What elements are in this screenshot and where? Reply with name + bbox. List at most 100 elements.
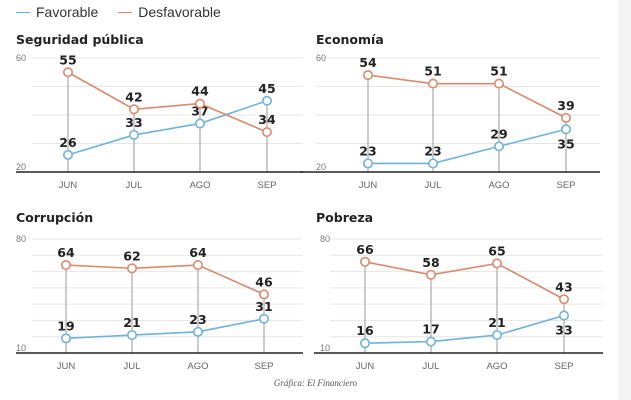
x-tick-label: JUN <box>359 180 378 191</box>
x-tick-label: SEP <box>556 180 575 191</box>
y-tick-label: 20 <box>16 162 26 172</box>
data-label-desfavorable: 58 <box>422 255 439 270</box>
data-point-desfavorable <box>127 263 138 274</box>
data-point-favorable <box>359 338 370 349</box>
data-point-desfavorable <box>60 260 71 271</box>
data-point-desfavorable <box>195 98 206 109</box>
y-tick-label: 80 <box>16 234 26 244</box>
data-point-desfavorable <box>362 70 373 81</box>
data-point-favorable <box>127 330 138 341</box>
chart-panel-0: Seguridad pública 60 20 JUN JUL AGO SEP 26 33 37 4… <box>16 32 303 191</box>
data-label-desfavorable: 34 <box>258 112 276 127</box>
data-label-favorable: 33 <box>555 323 572 338</box>
data-point-favorable <box>60 333 71 344</box>
data-label-favorable: 23 <box>359 143 376 158</box>
data-label-desfavorable: 44 <box>191 84 209 99</box>
x-tick-label: JUL <box>124 361 141 372</box>
data-label-favorable: 26 <box>59 135 77 150</box>
data-label-desfavorable: 65 <box>488 243 505 258</box>
data-label-favorable: 37 <box>191 104 208 119</box>
series-line-favorable <box>65 318 265 340</box>
data-point-favorable <box>362 158 373 169</box>
x-tick-label: JUN <box>59 180 78 191</box>
data-label-desfavorable: 42 <box>125 89 142 104</box>
data-point-desfavorable <box>493 78 504 89</box>
series-line-favorable <box>67 99 268 156</box>
data-point-favorable <box>195 118 206 129</box>
data-point-favorable <box>491 330 502 341</box>
chart-title: Seguridad pública <box>16 32 144 47</box>
legend-swatch-desfavorable <box>118 11 133 13</box>
data-label-favorable: 35 <box>557 136 574 151</box>
data-point-favorable <box>425 336 436 347</box>
chart-panel-1: Economía 60 20 JUN JUL AGO SEP 23 23 29 35 54 51 51 39 <box>300 32 600 191</box>
series-line-favorable <box>364 314 565 345</box>
data-label-desfavorable: 43 <box>555 279 572 294</box>
data-point-favorable <box>129 129 140 140</box>
data-point-desfavorable <box>425 269 436 280</box>
chart-panel-2: Corrupción 80 10 JUN JUL AGO SEP 19 21 23 31 64 62 64… <box>16 210 303 372</box>
series-line-desfavorable <box>364 261 565 300</box>
data-point-desfavorable <box>491 258 502 269</box>
chart-title: Pobreza <box>316 210 373 225</box>
data-point-favorable <box>558 310 569 321</box>
data-label-desfavorable: 39 <box>557 98 574 113</box>
data-label-desfavorable: 54 <box>359 55 377 70</box>
data-label-favorable: 31 <box>255 299 272 314</box>
x-tick-label: AGO <box>488 180 509 191</box>
data-label-favorable: 23 <box>189 312 206 327</box>
data-point-favorable <box>261 95 272 106</box>
chart-panel-3: Pobreza 80 10 JUN JUL AGO SEP 16 17 21 33 66 58 65 43 <box>314 210 603 372</box>
legend-label-favorable: Favorable <box>36 4 99 20</box>
data-label-desfavorable: 46 <box>255 274 273 289</box>
x-tick-label: AGO <box>486 361 507 372</box>
y-tick-label: 60 <box>16 53 26 63</box>
data-label-favorable: 17 <box>422 322 439 337</box>
x-tick-label: JUN <box>356 361 375 372</box>
data-point-favorable <box>560 124 571 135</box>
data-point-desfavorable <box>359 256 370 267</box>
source-caption: Gráfica: El Financiero <box>273 378 358 388</box>
data-label-favorable: 33 <box>125 115 142 130</box>
data-label-favorable: 23 <box>424 143 441 158</box>
data-point-favorable <box>427 158 438 169</box>
data-label-desfavorable: 51 <box>490 64 507 79</box>
series-line-desfavorable <box>67 71 268 133</box>
x-tick-label: SEP <box>257 180 276 191</box>
data-point-desfavorable <box>560 112 571 123</box>
data-label-favorable: 29 <box>490 126 507 141</box>
chart-title: Economía <box>316 32 384 47</box>
legend: Favorable Desfavorable <box>16 4 221 20</box>
legend-item-desfavorable: Desfavorable <box>118 4 221 20</box>
data-point-desfavorable <box>427 78 438 89</box>
series-line-desfavorable <box>65 264 265 296</box>
data-label-desfavorable: 64 <box>189 245 207 260</box>
series-line-desfavorable <box>367 74 567 119</box>
x-tick-label: JUN <box>57 361 76 372</box>
x-tick-label: SEP <box>554 361 573 372</box>
chart-title: Corrupción <box>16 210 93 225</box>
data-point-favorable <box>493 141 504 152</box>
data-point-favorable <box>193 326 204 337</box>
data-point-desfavorable <box>62 67 73 78</box>
x-tick-label: AGO <box>189 180 210 191</box>
y-tick-label: 80 <box>320 234 330 244</box>
x-tick-label: JUL <box>423 361 440 372</box>
data-label-favorable: 45 <box>258 81 275 96</box>
data-point-favorable <box>258 313 269 324</box>
data-point-desfavorable <box>129 104 140 115</box>
data-label-favorable: 21 <box>123 315 140 330</box>
data-point-desfavorable <box>193 260 204 271</box>
legend-item-favorable: Favorable <box>16 4 98 20</box>
series-line-favorable <box>368 128 567 165</box>
legend-swatch-favorable <box>16 11 30 13</box>
data-label-desfavorable: 55 <box>59 52 76 67</box>
data-point-favorable <box>62 149 73 160</box>
data-label-desfavorable: 62 <box>123 248 140 263</box>
data-label-favorable: 21 <box>488 315 505 330</box>
data-point-desfavorable <box>261 127 272 138</box>
x-tick-label: SEP <box>254 361 273 372</box>
data-point-desfavorable <box>258 289 269 300</box>
y-tick-label: 60 <box>316 53 326 63</box>
